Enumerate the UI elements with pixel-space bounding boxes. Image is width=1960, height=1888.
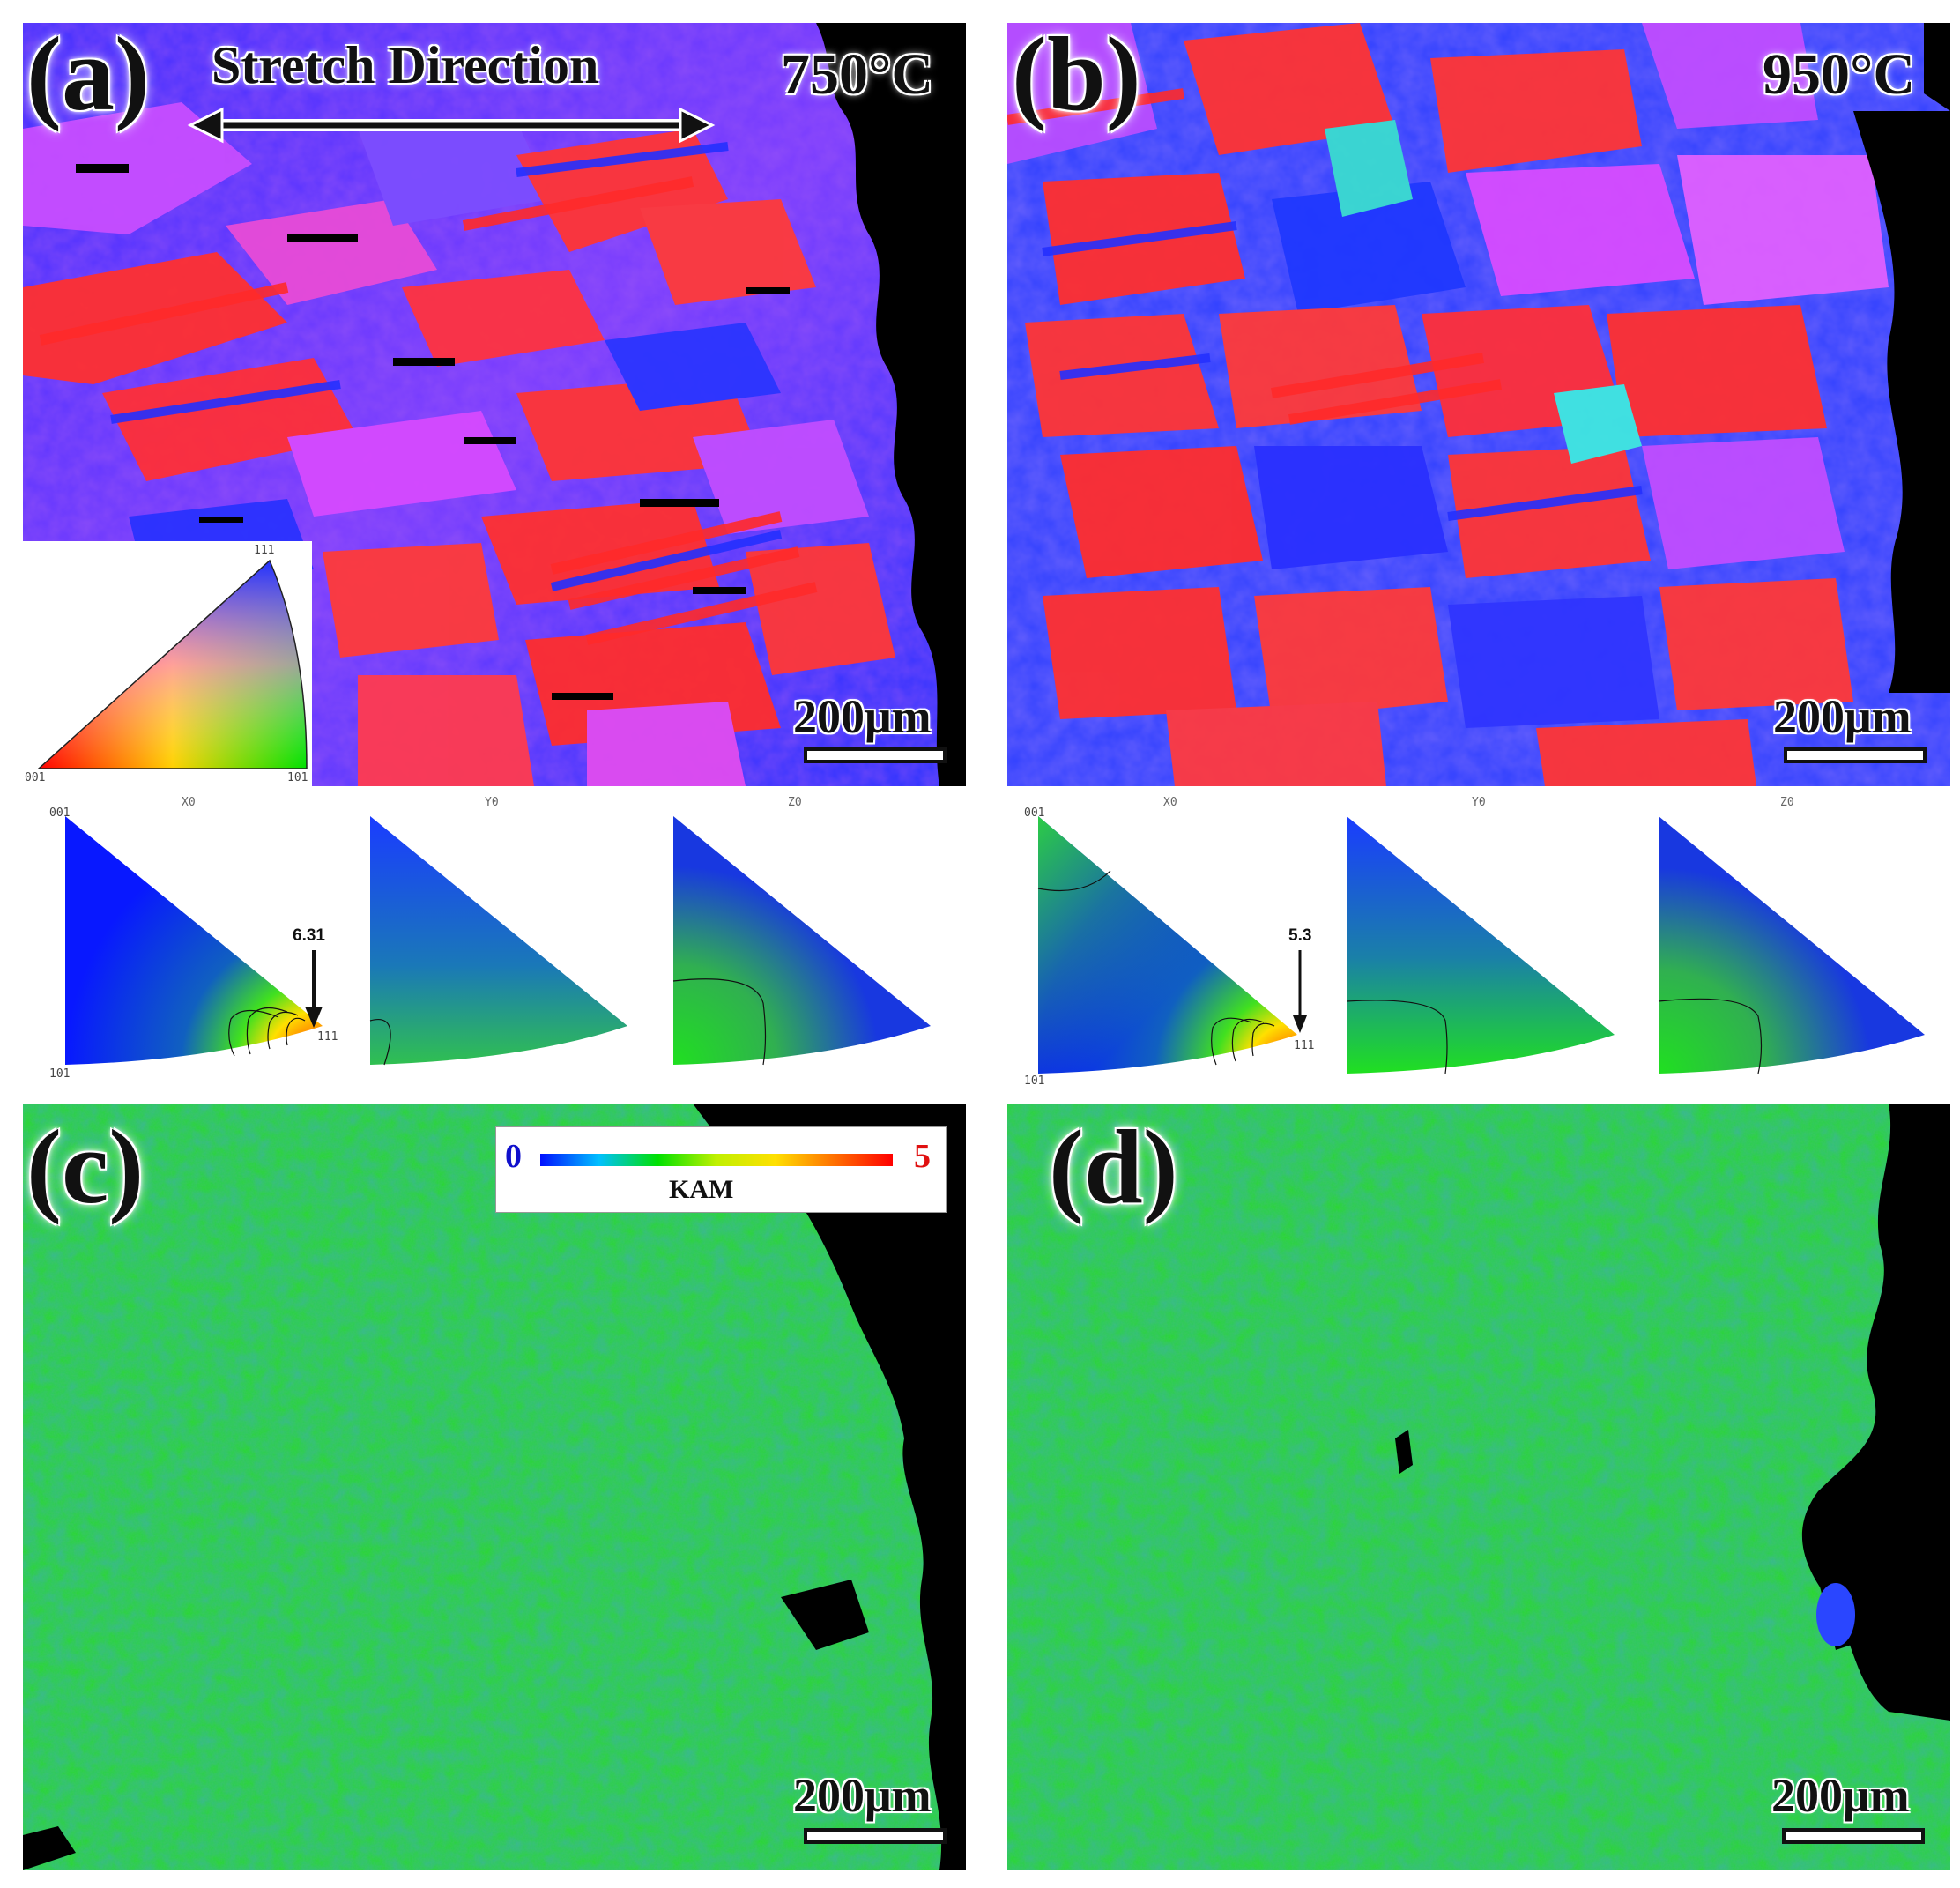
ipf-max-value-b: 5.3 (1288, 926, 1312, 945)
scale-bar-d (1782, 1828, 1925, 1844)
ipf-head-z0-b: Z0 (1780, 796, 1794, 809)
scale-label-c: 200μm (793, 1769, 932, 1822)
panel-label-b: (b) (1012, 15, 1141, 132)
kam-map-d (1007, 1104, 1950, 1870)
scale-label-a: 200μm (793, 690, 932, 743)
ebsd-map-a (23, 23, 966, 786)
orientation-map-a (23, 23, 966, 786)
ipf-x0-triangle-a (65, 816, 323, 1065)
ipf-head-x0-a: X0 (182, 796, 196, 809)
kam-colorbar-legend: 0 5 KAM (495, 1126, 947, 1213)
ipf-max-value-a: 6.31 (293, 926, 325, 945)
ipf-001-label-b: 001 (1024, 806, 1045, 820)
panel-label-d: (d) (1049, 1108, 1178, 1225)
ipf-101-label-b: 101 (1024, 1074, 1045, 1088)
ipf-y0-triangle-a (370, 816, 627, 1065)
ipf-head-y0-b: Y0 (1472, 796, 1486, 809)
ipf-y0-triangle-b (1347, 816, 1615, 1074)
ipf-101-label-a: 101 (49, 1067, 71, 1081)
temperature-label-b: 950°C (1763, 42, 1916, 107)
ipf-z0-triangle-b (1659, 816, 1925, 1074)
ipf-texture-plots-a (65, 816, 931, 1066)
ipf-001-label-a: 001 (49, 806, 71, 820)
ipf-head-y0-a: Y0 (485, 796, 499, 809)
ipf-key-111-label: 111 (254, 544, 275, 557)
ipf-texture-row-a: X0 Y0 Z0 001 101 111 (23, 792, 984, 1082)
orientation-map-b (1007, 23, 1950, 786)
panel-label-c: (c) (26, 1108, 145, 1225)
stretch-direction-arrow-icon (187, 107, 716, 144)
scale-label-d: 200μm (1771, 1769, 1910, 1822)
ipf-111-label-a: 111 (317, 1030, 338, 1044)
ipf-color-key: 111 001 101 (23, 541, 312, 786)
ipf-z0-triangle-a (673, 816, 931, 1065)
ebsd-map-b (1007, 23, 1950, 786)
scale-label-b: 200μm (1773, 690, 1912, 743)
ipf-key-101-label: 101 (287, 771, 308, 784)
temperature-label-a: 750°C (781, 42, 934, 107)
kam-min-value: 0 (505, 1138, 522, 1175)
ipf-texture-row-b: X0 Y0 Z0 (1013, 792, 1960, 1087)
ipf-key-triangle (37, 559, 308, 769)
kam-image-c (23, 1104, 966, 1870)
kam-colorbar (540, 1154, 893, 1166)
kam-max-value: 5 (914, 1138, 931, 1175)
ipf-head-z0-a: Z0 (788, 796, 802, 809)
panel-label-a: (a) (26, 15, 150, 132)
kam-map-c (23, 1104, 966, 1870)
ipf-111-label-b: 111 (1294, 1039, 1315, 1052)
stretch-direction-label: Stretch Direction (212, 36, 599, 94)
kam-image-d (1007, 1104, 1950, 1870)
scale-bar-b (1784, 747, 1927, 763)
ipf-head-x0-b: X0 (1163, 796, 1177, 809)
scale-bar-c (804, 1828, 947, 1844)
scale-bar-a (804, 747, 947, 763)
ipf-texture-plots-b (1037, 816, 1925, 1074)
ipf-key-001-label: 001 (25, 771, 46, 784)
kam-title: KAM (669, 1175, 734, 1204)
